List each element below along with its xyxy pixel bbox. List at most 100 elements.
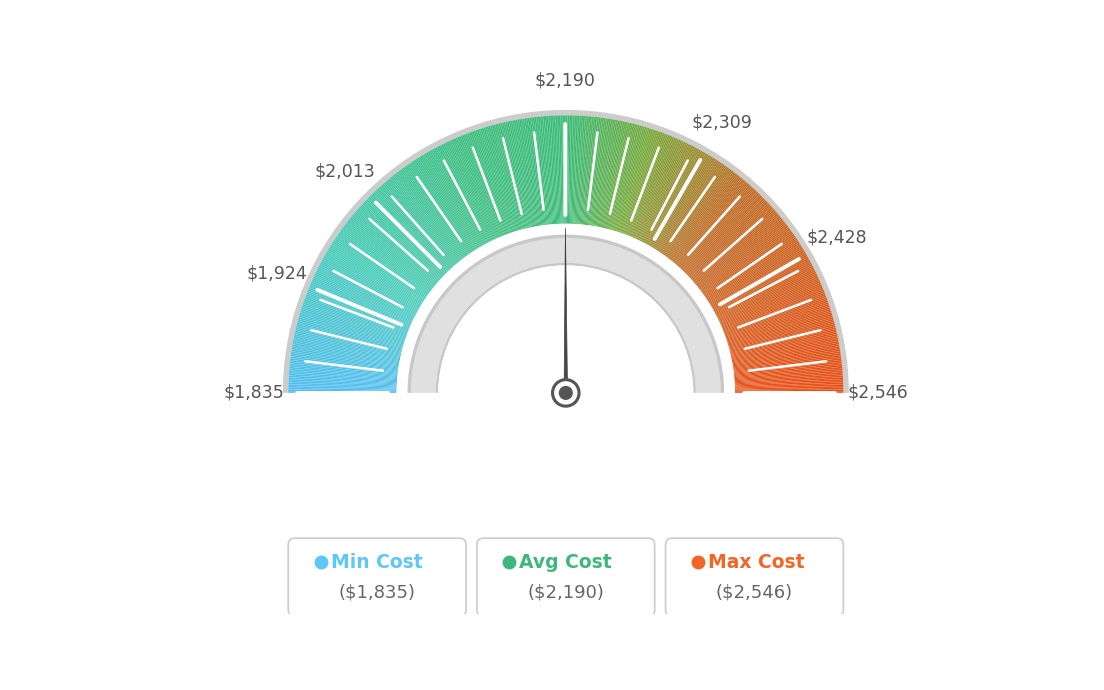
- Wedge shape: [720, 278, 819, 324]
- Wedge shape: [721, 281, 820, 326]
- Wedge shape: [488, 126, 520, 230]
- Wedge shape: [662, 166, 726, 255]
- Wedge shape: [716, 267, 814, 317]
- Wedge shape: [431, 150, 485, 245]
- Wedge shape: [439, 145, 490, 242]
- Wedge shape: [735, 391, 843, 393]
- Wedge shape: [636, 140, 682, 239]
- Wedge shape: [700, 223, 786, 290]
- Wedge shape: [297, 324, 402, 352]
- Wedge shape: [593, 119, 613, 226]
- Wedge shape: [550, 116, 558, 224]
- Wedge shape: [484, 128, 517, 231]
- Wedge shape: [731, 334, 838, 358]
- Wedge shape: [582, 117, 594, 225]
- Wedge shape: [671, 176, 740, 262]
- Wedge shape: [670, 175, 739, 261]
- Wedge shape: [383, 182, 456, 266]
- Wedge shape: [543, 116, 553, 224]
- Wedge shape: [503, 122, 529, 228]
- Wedge shape: [298, 319, 403, 348]
- Text: ($2,546): ($2,546): [715, 584, 793, 602]
- Wedge shape: [733, 349, 840, 368]
- Wedge shape: [691, 207, 773, 280]
- Wedge shape: [294, 339, 400, 361]
- Wedge shape: [573, 116, 580, 224]
- Wedge shape: [626, 134, 667, 235]
- Wedge shape: [344, 224, 432, 291]
- Wedge shape: [425, 153, 480, 247]
- Wedge shape: [687, 198, 765, 275]
- Wedge shape: [341, 228, 429, 293]
- Wedge shape: [728, 312, 831, 345]
- Wedge shape: [725, 302, 829, 339]
- Wedge shape: [735, 381, 843, 386]
- Text: Min Cost: Min Cost: [330, 553, 422, 571]
- Wedge shape: [533, 117, 546, 225]
- Wedge shape: [360, 206, 442, 279]
- Wedge shape: [339, 231, 428, 295]
- Wedge shape: [355, 210, 438, 283]
- Wedge shape: [676, 181, 746, 265]
- Wedge shape: [302, 302, 406, 339]
- Wedge shape: [735, 382, 843, 388]
- Wedge shape: [576, 116, 585, 224]
- Wedge shape: [605, 123, 631, 228]
- Wedge shape: [622, 131, 660, 234]
- Wedge shape: [558, 115, 562, 224]
- Wedge shape: [702, 230, 792, 295]
- Wedge shape: [734, 368, 842, 379]
- Wedge shape: [328, 248, 422, 306]
- Wedge shape: [612, 126, 644, 230]
- Wedge shape: [620, 130, 657, 233]
- Wedge shape: [677, 184, 750, 266]
- Wedge shape: [531, 117, 545, 225]
- Wedge shape: [559, 115, 563, 224]
- Wedge shape: [639, 143, 687, 241]
- Wedge shape: [298, 317, 403, 348]
- Wedge shape: [403, 167, 467, 256]
- Text: ($2,190): ($2,190): [528, 584, 604, 602]
- Wedge shape: [679, 187, 753, 268]
- Wedge shape: [405, 166, 469, 255]
- Wedge shape: [321, 261, 417, 313]
- Wedge shape: [633, 138, 678, 238]
- Wedge shape: [361, 204, 442, 279]
- Wedge shape: [502, 122, 528, 228]
- Wedge shape: [566, 115, 570, 224]
- Wedge shape: [349, 219, 434, 288]
- Wedge shape: [454, 138, 499, 238]
- Wedge shape: [545, 116, 554, 224]
- Wedge shape: [346, 223, 432, 290]
- Wedge shape: [733, 353, 841, 370]
- Wedge shape: [330, 244, 423, 303]
- Wedge shape: [470, 132, 509, 234]
- Wedge shape: [528, 118, 543, 226]
- Text: $2,013: $2,013: [315, 163, 375, 181]
- Wedge shape: [729, 315, 832, 347]
- Wedge shape: [726, 304, 829, 339]
- Wedge shape: [724, 295, 827, 335]
- Wedge shape: [410, 237, 722, 393]
- Wedge shape: [415, 159, 475, 250]
- Wedge shape: [432, 149, 486, 245]
- Wedge shape: [290, 358, 397, 373]
- Wedge shape: [474, 130, 510, 233]
- Wedge shape: [708, 243, 800, 302]
- Wedge shape: [509, 121, 532, 228]
- Wedge shape: [290, 357, 399, 372]
- Wedge shape: [372, 193, 448, 272]
- Wedge shape: [729, 319, 834, 348]
- Wedge shape: [464, 134, 505, 236]
- Wedge shape: [350, 217, 435, 287]
- Wedge shape: [728, 309, 831, 343]
- Wedge shape: [326, 252, 421, 308]
- Wedge shape: [705, 235, 795, 298]
- Wedge shape: [725, 301, 828, 337]
- Wedge shape: [307, 293, 408, 333]
- Wedge shape: [485, 127, 518, 231]
- Wedge shape: [703, 231, 793, 295]
- Wedge shape: [369, 197, 446, 274]
- Wedge shape: [701, 227, 789, 293]
- Wedge shape: [574, 116, 582, 224]
